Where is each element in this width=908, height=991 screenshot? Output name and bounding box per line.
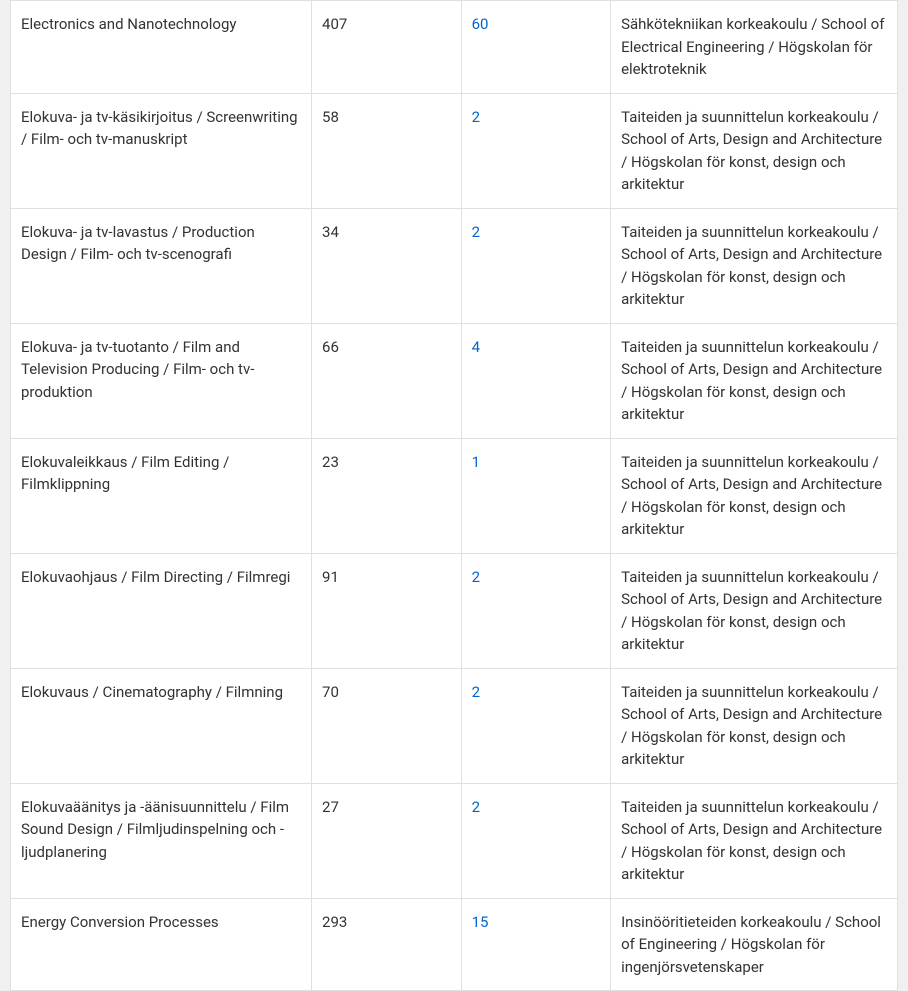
cell-school: Taiteiden ja suunnittelun korkeakoulu / … [611,93,898,208]
cell-school: Taiteiden ja suunnittelun korkeakoulu / … [611,208,898,323]
cell-school: Taiteiden ja suunnittelun korkeakoulu / … [611,783,898,898]
cell-school: Taiteiden ja suunnittelun korkeakoulu / … [611,553,898,668]
cell-name: Elokuva- ja tv-käsikirjoitus / Screenwri… [11,93,312,208]
cell-name: Elokuvaus / Cinematography / Filmning [11,668,312,783]
cell-num1: 70 [312,668,462,783]
cell-name: Elokuvaohjaus / Film Directing / Filmreg… [11,553,312,668]
accepted-count-link[interactable]: 60 [472,15,489,33]
table-row: Elokuva- ja tv-käsikirjoitus / Screenwri… [11,93,898,208]
cell-num1: 66 [312,323,462,438]
cell-name: Elokuva- ja tv-tuotanto / Film and Telev… [11,323,312,438]
page-container: Electronics and Nanotechnology407 60 Sähkö… [0,0,908,991]
accepted-count-link[interactable]: 15 [472,913,489,931]
table-row: Elokuvaäänitys ja -äänisuunnittelu / Fil… [11,783,898,898]
cell-school: Insinööritieteiden korkeakoulu / School … [611,898,898,991]
accepted-count-link[interactable]: 2 [472,683,480,701]
accepted-count-link[interactable]: 2 [472,568,480,586]
cell-school: Sähkötekniikan korkeakoulu / School of E… [611,1,898,94]
table-row: Elokuvaleikkaus / Film Editing / Filmkli… [11,438,898,553]
cell-name: Elokuvaleikkaus / Film Editing / Filmkli… [11,438,312,553]
cell-school: Taiteiden ja suunnittelun korkeakoulu / … [611,668,898,783]
cell-name: Electronics and Nanotechnology [11,1,312,94]
accepted-count-link[interactable]: 2 [472,798,480,816]
accepted-count-link[interactable]: 4 [472,338,480,356]
cell-num1: 407 [312,1,462,94]
table-body: Electronics and Nanotechnology407 60 Sähkö… [11,1,898,991]
cell-num1: 34 [312,208,462,323]
cell-num2: 2 [461,668,611,783]
cell-name: Energy Conversion Processes [11,898,312,991]
cell-num1: 293 [312,898,462,991]
table-row: Energy Conversion Processes293 15 Insinöör… [11,898,898,991]
table-row: Elokuvaus / Cinematography / Filmning70 2… [11,668,898,783]
cell-num1: 27 [312,783,462,898]
cell-num2: 4 [461,323,611,438]
cell-num2: 15 [461,898,611,991]
cell-num1: 58 [312,93,462,208]
cell-num2: 2 [461,783,611,898]
table-row: Elokuva- ja tv-lavastus / Production Des… [11,208,898,323]
cell-num2: 2 [461,208,611,323]
accepted-count-link[interactable]: 1 [472,453,480,471]
cell-num2: 60 [461,1,611,94]
cell-num2: 2 [461,93,611,208]
cell-school: Taiteiden ja suunnittelun korkeakoulu / … [611,323,898,438]
accepted-count-link[interactable]: 2 [472,223,480,241]
cell-name: Elokuvaäänitys ja -äänisuunnittelu / Fil… [11,783,312,898]
cell-num1: 91 [312,553,462,668]
cell-num1: 23 [312,438,462,553]
cell-school: Taiteiden ja suunnittelun korkeakoulu / … [611,438,898,553]
programs-table: Electronics and Nanotechnology407 60 Sähkö… [10,0,898,991]
cell-num2: 1 [461,438,611,553]
table-row: Electronics and Nanotechnology407 60 Sähkö… [11,1,898,94]
table-row: Elokuva- ja tv-tuotanto / Film and Telev… [11,323,898,438]
cell-num2: 2 [461,553,611,668]
cell-name: Elokuva- ja tv-lavastus / Production Des… [11,208,312,323]
table-row: Elokuvaohjaus / Film Directing / Filmreg… [11,553,898,668]
accepted-count-link[interactable]: 2 [472,108,480,126]
